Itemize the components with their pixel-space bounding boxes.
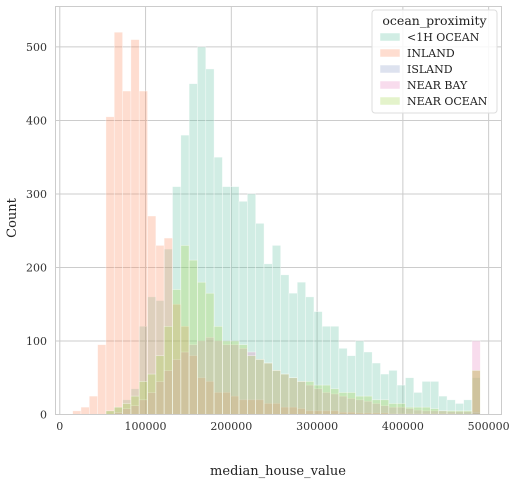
histogram-bar (380, 399, 390, 415)
histogram-bar (105, 410, 115, 415)
legend-title: ocean_proximity (382, 13, 487, 28)
histogram-bar (113, 406, 123, 415)
x-tick-labels: 0 100000 200000 300000 400000 500000 (56, 420, 509, 433)
legend-item: INLAND (379, 47, 455, 60)
histogram-bar (346, 392, 356, 415)
histogram-bar (130, 395, 140, 415)
histogram-bar (122, 403, 132, 415)
histogram-bar (430, 408, 440, 415)
legend-label: INLAND (407, 47, 455, 60)
legend-item: NEAR OCEAN (379, 95, 488, 108)
legend-swatch (379, 32, 401, 42)
y-tick-labels: 0 100 200 300 400 500 (26, 41, 47, 422)
histogram-bar (88, 395, 98, 415)
y-axis-label: Count (5, 197, 20, 238)
histogram-bar (138, 381, 148, 415)
plot-frame (55, 6, 502, 415)
x-tick-label: 200000 (210, 420, 252, 433)
histogram-bar (455, 410, 464, 415)
x-tick-label: 500000 (468, 420, 509, 433)
legend-box (371, 9, 498, 114)
histogram-bar (197, 281, 207, 415)
histogram-bar (130, 39, 140, 415)
grid-lines (55, 6, 502, 415)
histogram-bar (463, 410, 473, 415)
histogram-bar (247, 355, 256, 415)
histogram-bar (105, 116, 115, 415)
histogram-bar (213, 325, 223, 415)
histogram-bar (188, 259, 198, 415)
legend-swatch (379, 64, 401, 74)
legend-label: NEAR OCEAN (407, 95, 488, 108)
histogram-bar (147, 373, 157, 415)
histogram-bar (138, 90, 148, 415)
histogram-bar (172, 289, 182, 415)
histogram-bar (330, 388, 340, 415)
x-tick-label: 100000 (125, 420, 167, 433)
x-tick-label: 400000 (382, 420, 424, 433)
histogram-bar (288, 377, 298, 415)
histogram-bar (446, 410, 456, 415)
x-tick-label: 0 (56, 420, 63, 433)
legend-swatch (379, 48, 401, 58)
histogram-bar (471, 370, 481, 415)
series-1h-ocean (105, 46, 481, 415)
histogram-bar (396, 403, 406, 415)
legend-item: <1H OCEAN (379, 31, 480, 44)
histogram-bar (230, 340, 240, 415)
histogram-bar (296, 381, 306, 415)
histogram-bar (80, 406, 90, 415)
histogram-bar (313, 384, 323, 415)
x-tick-label: 300000 (296, 420, 338, 433)
legend-item: ISLAND (379, 63, 453, 76)
histogram-bar (263, 362, 273, 415)
legend: ocean_proximity <1H OCEAN INLAND ISLAND NEAR… (371, 9, 498, 114)
histogram-bar (72, 410, 82, 415)
histogram-bar (363, 395, 373, 415)
legend-swatch (379, 96, 401, 106)
histogram-bar (272, 370, 281, 415)
histogram-bar (438, 410, 448, 415)
histogram-bar (388, 403, 398, 415)
y-tick-label: 200 (26, 261, 47, 274)
series-near-bay (113, 337, 481, 415)
x-axis-label: median_house_value (210, 464, 346, 479)
histogram-bar (321, 384, 331, 415)
legend-label: <1H OCEAN (407, 31, 480, 44)
y-tick-label: 500 (26, 41, 47, 54)
histogram-bar (255, 359, 265, 415)
histogram-bar (413, 406, 423, 415)
histogram-bar (180, 245, 190, 415)
histogram-bar (421, 406, 431, 415)
legend-label: NEAR BAY (407, 79, 468, 92)
histogram-bar (163, 325, 173, 415)
histogram-bar (371, 399, 381, 415)
histogram-bar (305, 381, 315, 415)
legend-swatch (379, 80, 401, 90)
y-tick-label: 300 (26, 188, 47, 201)
histogram-bar (405, 406, 415, 415)
y-tick-label: 400 (26, 114, 47, 127)
histogram-bar (338, 392, 348, 415)
histogram-bar (205, 292, 215, 415)
histogram-bar (113, 31, 123, 415)
histogram-bar (355, 395, 365, 415)
histogram-bar (238, 344, 248, 415)
legend-label: ISLAND (407, 63, 453, 76)
histogram-bar (280, 373, 290, 415)
histogram-bar (122, 90, 132, 415)
y-tick-label: 0 (40, 409, 47, 422)
legend-item: NEAR BAY (379, 79, 468, 92)
histogram-bar (97, 344, 107, 415)
y-tick-label: 100 (26, 335, 47, 348)
histogram-bar (222, 340, 232, 415)
histogram-bar (155, 355, 165, 415)
